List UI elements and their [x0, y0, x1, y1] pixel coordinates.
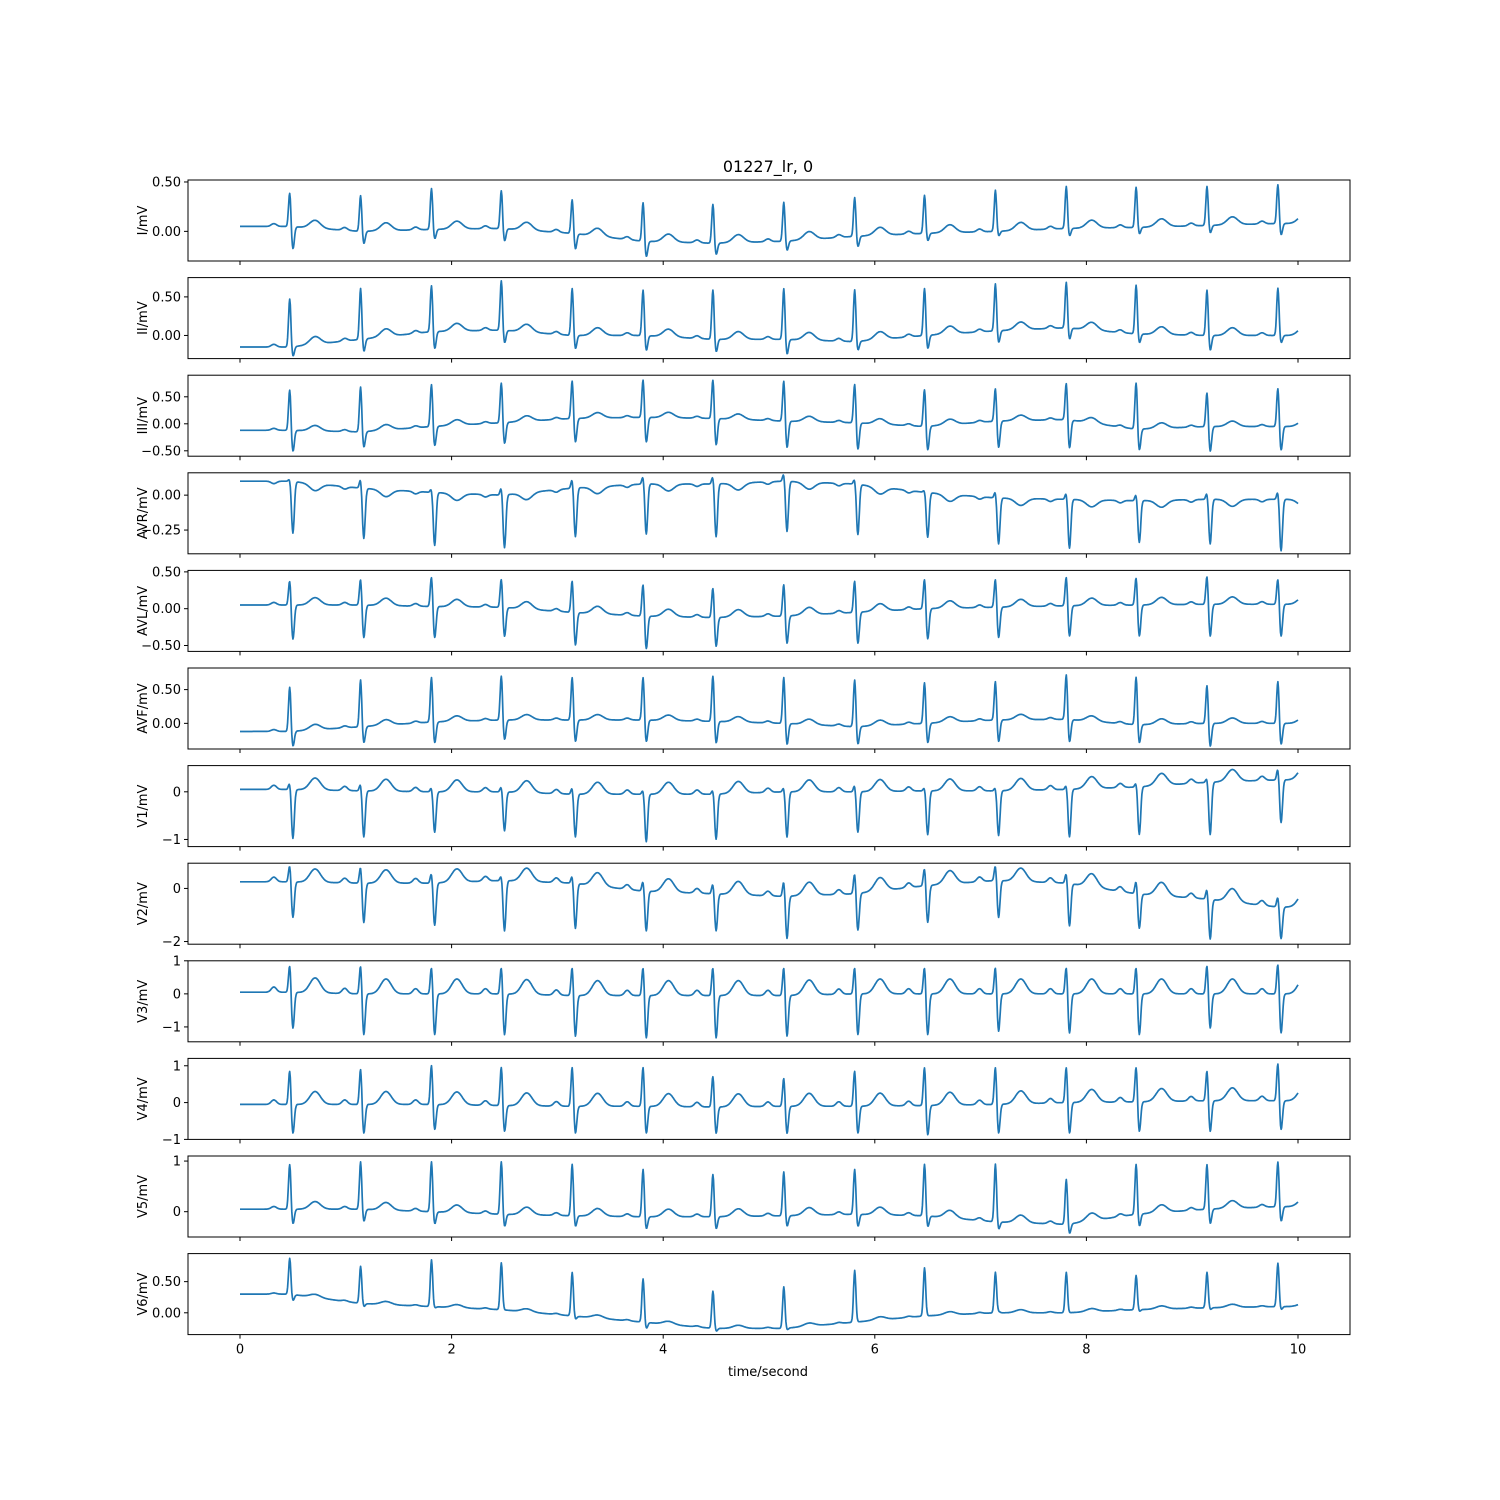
x-tick-label: 10 — [1290, 1343, 1307, 1358]
x-tick-label: 2 — [447, 1343, 455, 1358]
y-tick-label: 1 — [173, 954, 181, 969]
y-tick-label: 0.50 — [152, 1275, 181, 1290]
y-axis-label: V5/mV — [136, 1175, 151, 1218]
y-tick-label: 0.00 — [152, 417, 181, 432]
x-tick-label: 0 — [236, 1343, 244, 1358]
y-axis-label: V4/mV — [136, 1077, 151, 1120]
y-tick-label: 0.00 — [152, 717, 181, 732]
x-tick-label: 8 — [1082, 1343, 1090, 1358]
y-tick-label: 0.50 — [152, 290, 181, 305]
y-tick-label: 0.00 — [152, 489, 181, 504]
y-tick-label: 0.00 — [152, 602, 181, 617]
y-axis-label: V1/mV — [136, 784, 151, 827]
y-tick-label: 0.00 — [152, 1306, 181, 1321]
y-axis-label: I/mV — [136, 206, 151, 236]
y-tick-label: −1 — [162, 1133, 181, 1148]
y-tick-label: 0 — [173, 1096, 181, 1111]
y-axis-label: V3/mV — [136, 980, 151, 1023]
y-tick-label: 0.50 — [152, 683, 181, 698]
y-tick-label: 0 — [173, 785, 181, 800]
y-tick-label: 1 — [173, 1059, 181, 1074]
y-tick-label: −0.50 — [141, 444, 181, 459]
y-tick-label: −2 — [162, 935, 181, 950]
y-axis-label: AVL/mV — [136, 586, 151, 636]
y-tick-label: −1 — [162, 1020, 181, 1035]
x-tick-label: 4 — [659, 1343, 667, 1358]
x-axis-label: time/second — [728, 1365, 808, 1380]
y-tick-label: 0 — [173, 882, 181, 897]
y-tick-label: 0.50 — [152, 175, 181, 190]
y-tick-label: 1 — [173, 1155, 181, 1170]
y-axis-label: III/mV — [136, 397, 151, 435]
chart-title: 01227_lr, 0 — [723, 157, 813, 177]
y-axis-label: AVF/mV — [136, 683, 151, 733]
y-tick-label: 0.50 — [152, 390, 181, 405]
y-tick-label: 0 — [173, 1205, 181, 1220]
x-tick-label: 6 — [871, 1343, 879, 1358]
y-tick-label: −1 — [162, 833, 181, 848]
y-axis-label: V2/mV — [136, 882, 151, 925]
y-axis-label: AVR/mV — [136, 487, 151, 539]
y-tick-label: 0.50 — [152, 565, 181, 580]
y-tick-label: 0 — [173, 987, 181, 1002]
y-axis-label: II/mV — [136, 301, 151, 335]
y-tick-label: 0.00 — [152, 329, 181, 344]
y-axis-label: V6/mV — [136, 1272, 151, 1315]
y-tick-label: 0.00 — [152, 225, 181, 240]
y-tick-label: −0.50 — [141, 639, 181, 654]
